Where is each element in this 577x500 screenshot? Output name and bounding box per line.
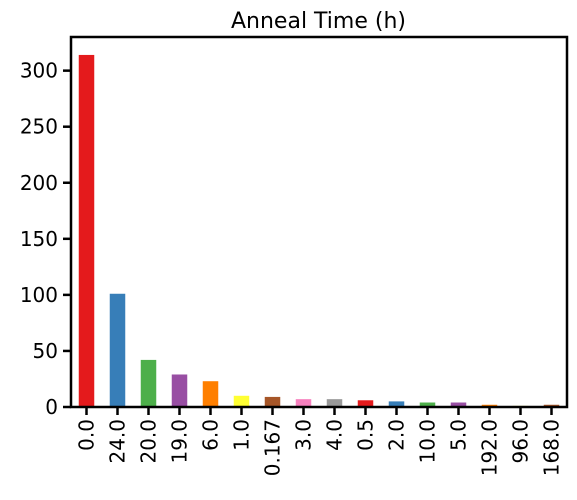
x-tick-label: 5.0: [447, 419, 471, 451]
bar-20.0: [140, 359, 157, 407]
x-tick-label: 2.0: [385, 419, 409, 451]
y-tick-label: 250: [20, 115, 58, 139]
bar-5.0: [450, 402, 467, 407]
y-tick-label: 200: [20, 171, 58, 195]
bar-2.0: [388, 401, 405, 407]
bar-4.0: [326, 399, 343, 407]
y-axis: 0 50 100 150 200 250 300: [20, 59, 71, 419]
x-tick-label: 3.0: [292, 419, 316, 451]
x-tick-label: 24.0: [106, 419, 130, 464]
bar-3.0: [295, 399, 312, 407]
bar-10.0: [419, 402, 436, 407]
x-tick-label: 10.0: [416, 419, 440, 464]
bar-19.0: [171, 374, 188, 407]
x-tick-label: 192.0: [478, 419, 502, 476]
bar-1.0: [233, 395, 250, 407]
bar-0.5: [357, 400, 374, 407]
bar-6.0: [202, 381, 219, 407]
bar-0.167: [264, 396, 281, 407]
x-tick-label: 0.167: [261, 419, 285, 476]
x-tick-label: 168.0: [540, 419, 564, 476]
bar-0.0: [78, 54, 95, 407]
x-tick-label: 0.5: [354, 419, 378, 451]
x-tick-label: 1.0: [230, 419, 254, 451]
x-tick-label: 4.0: [323, 419, 347, 451]
x-tick-label: 96.0: [509, 419, 533, 464]
chart-title: Anneal Time (h): [231, 9, 406, 34]
x-tick-label: 19.0: [168, 419, 192, 464]
x-axis: 0.0 24.0 20.0 19.0 6.0 1.0 0.167 3.0 4.0 0.5 2.0 10…: [75, 407, 564, 476]
bars: [78, 54, 560, 407]
plot-frame: [69, 35, 569, 409]
y-tick-label: 300: [20, 59, 58, 83]
x-tick-label: 6.0: [199, 419, 223, 451]
x-tick-label: 0.0: [75, 419, 99, 451]
y-tick-label: 50: [33, 339, 58, 363]
y-tick-label: 150: [20, 227, 58, 251]
y-tick-label: 100: [20, 283, 58, 307]
bar-24.0: [109, 293, 126, 407]
y-tick-label: 0: [45, 395, 58, 419]
x-tick-label: 20.0: [137, 419, 161, 464]
